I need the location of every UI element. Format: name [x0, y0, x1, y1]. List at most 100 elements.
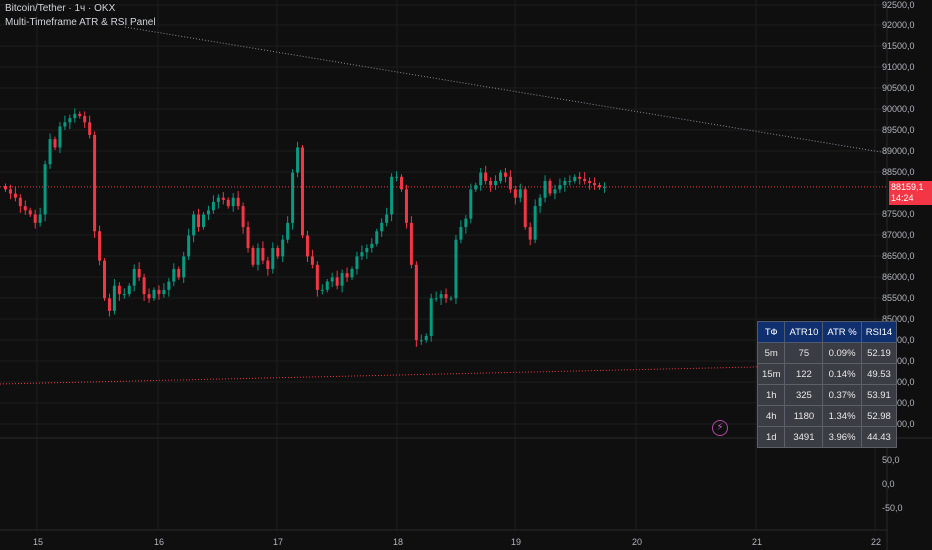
- candle-body: [281, 239, 285, 257]
- candle-body: [226, 199, 230, 207]
- candle-body: [325, 281, 329, 290]
- table-row: 1h 325 0.37% 53.91: [756, 384, 898, 406]
- price-tick-label: 90000,0: [882, 104, 915, 114]
- candle-body: [523, 189, 527, 228]
- date-tick-label: 18: [393, 537, 404, 547]
- candle-body: [489, 180, 493, 186]
- trend-line-lower: [0, 363, 888, 385]
- table-cell: 122: [784, 363, 824, 385]
- date-tick-label: 15: [33, 537, 44, 547]
- table-cell: 1.34%: [822, 405, 862, 427]
- candle-body: [211, 201, 215, 211]
- candle-body: [53, 139, 57, 148]
- price-tick-label: 88500,0: [882, 167, 915, 177]
- candle-body: [43, 164, 47, 215]
- candle-body: [38, 214, 42, 223]
- candle-body: [315, 264, 319, 290]
- current-price: 88159,1: [891, 182, 924, 192]
- candle-body: [93, 134, 97, 232]
- candle-body: [355, 256, 359, 269]
- candle-body: [350, 268, 354, 278]
- price-tick-label: 85500,0: [882, 293, 915, 303]
- table-cell: 3491: [784, 426, 824, 448]
- table-row: 4h 1180 1.34% 52.98: [756, 405, 898, 427]
- candle-body: [345, 273, 349, 278]
- candle-body: [291, 172, 295, 223]
- table-cell: 44.43: [860, 426, 898, 448]
- candle-body: [103, 260, 106, 299]
- candle-body: [518, 189, 522, 198]
- candle-body: [48, 139, 52, 165]
- oscillator-tick-label: 0,0: [882, 479, 895, 489]
- candle-body: [231, 197, 235, 207]
- table-header-cell: RSI14: [860, 321, 898, 343]
- candle-body: [172, 268, 176, 282]
- candle-body: [508, 176, 512, 190]
- date-tick-label: 16: [154, 537, 165, 547]
- candle-body: [454, 239, 458, 299]
- table-cell: 1d: [756, 426, 786, 448]
- lightning-icon[interactable]: ⚡: [712, 420, 728, 436]
- candle-body: [479, 172, 483, 186]
- candle-body: [142, 277, 146, 295]
- candle-body: [375, 231, 379, 244]
- candle-body: [236, 197, 240, 207]
- candle-body: [182, 256, 186, 278]
- table-header-cell: ТФ: [756, 321, 786, 343]
- candle-body: [8, 189, 12, 194]
- atr-rsi-table: ТФ ATR10 ATR % RSI14 5m 75 0.09% 52.19 15m 122 0.…: [756, 321, 898, 448]
- candle-body: [4, 186, 7, 190]
- candle-body: [147, 294, 151, 299]
- candle-body: [202, 214, 205, 228]
- price-tick-label: 84500,0: [882, 335, 915, 345]
- candle-body: [409, 222, 413, 265]
- candle-body: [370, 243, 374, 249]
- candle-body: [132, 268, 136, 286]
- table-cell: 49.53: [860, 363, 898, 385]
- table-header-cell: ATR10: [784, 321, 824, 343]
- candle-body: [400, 176, 403, 190]
- candle-body: [197, 214, 201, 228]
- candle-body: [241, 206, 245, 228]
- candle-body: [305, 235, 309, 257]
- candle-body: [439, 294, 443, 299]
- candle-body: [127, 285, 131, 295]
- symbol-title: Bitcoin/Tether · 1ч · OKX: [5, 3, 116, 14]
- price-tick-label: 84000,0: [882, 356, 915, 366]
- candle-body: [221, 197, 225, 200]
- candle-body: [261, 248, 265, 261]
- candle-body: [444, 294, 448, 299]
- candle-body: [474, 185, 478, 190]
- candle-body: [251, 248, 255, 265]
- current-price-tag: 88159,1 14:24: [889, 181, 932, 205]
- table-cell: 0.09%: [822, 342, 862, 364]
- table-cell: 15m: [756, 363, 786, 385]
- candle-body: [266, 260, 270, 269]
- candle-body: [320, 289, 324, 291]
- price-tick-label: 91000,0: [882, 62, 915, 72]
- candle-body: [137, 268, 141, 278]
- table-cell: 1h: [756, 384, 786, 406]
- candle-body: [390, 176, 394, 215]
- table-cell: 5m: [756, 342, 786, 364]
- candle-body: [18, 197, 22, 207]
- table-cell: 325: [784, 384, 824, 406]
- candle-body: [385, 214, 389, 223]
- candle-body: [533, 206, 537, 240]
- candle-body: [117, 285, 121, 295]
- candle-body: [419, 340, 423, 342]
- table-row: 1d 3491 3.96% 44.43: [756, 426, 898, 448]
- indicator-title: Multi-Timeframe ATR & RSI Panel: [5, 17, 156, 28]
- candle-body: [340, 273, 344, 286]
- candle-body: [414, 264, 418, 341]
- table-cell: 4h: [756, 405, 786, 427]
- candle-body: [152, 289, 156, 299]
- candle-countdown: 14:24: [891, 193, 914, 203]
- candle-body: [568, 180, 572, 182]
- candle-body: [33, 214, 37, 223]
- candle-body: [578, 176, 582, 179]
- table-cell: 53.91: [860, 384, 898, 406]
- candle-body: [63, 122, 67, 127]
- candle-body: [380, 222, 384, 232]
